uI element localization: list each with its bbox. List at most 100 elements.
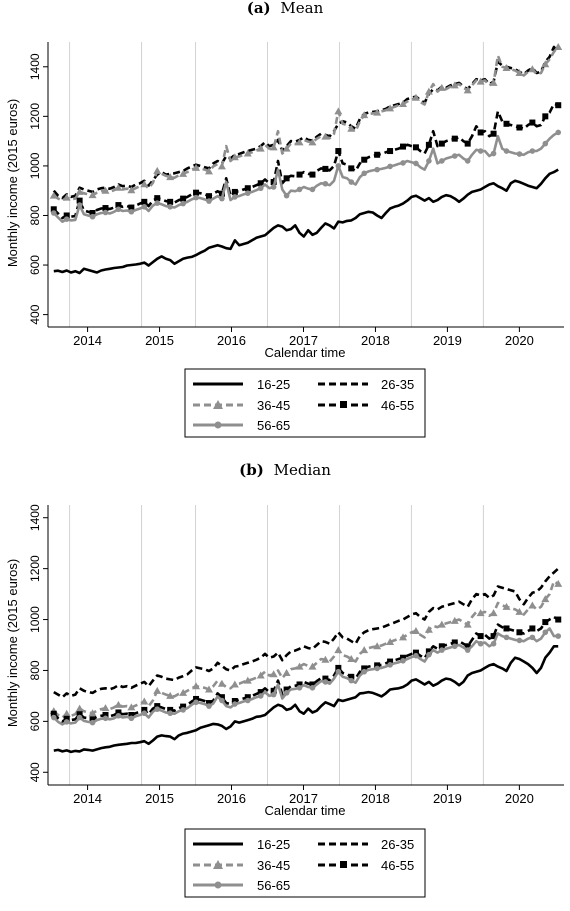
series-point-56-65 [426, 651, 432, 658]
series-point-46-55 [503, 120, 510, 127]
series-point-56-65 [154, 706, 161, 712]
series-point-46-55 [76, 197, 83, 204]
series-point-36-45 [347, 124, 356, 132]
series-point-36-45 [347, 655, 356, 662]
series-point-46-55 [555, 102, 562, 109]
series-point-36-45 [489, 609, 498, 617]
legend-marker-circle [214, 421, 222, 429]
series-line-46-55 [52, 615, 559, 723]
series-point-56-65 [50, 210, 57, 216]
series-point-36-45 [515, 68, 524, 76]
series-point-56-65 [503, 634, 510, 641]
series-point-56-65 [529, 634, 536, 641]
legend-item-16-25: 16-25 [193, 837, 290, 852]
panel-median-y-axis: 400 600 800 1000 1200 1400 [28, 504, 49, 785]
panel-mean-legend: 16-25 26-35 36-45 46-55 [184, 368, 426, 438]
y-tick-label: 1000 [28, 152, 42, 179]
series-point-46-55 [322, 165, 329, 172]
series-point-46-55 [89, 716, 96, 723]
series-point-56-65 [219, 697, 225, 704]
series-point-36-45 [153, 166, 162, 174]
series-point-46-55 [477, 129, 484, 136]
series-point-46-55 [296, 171, 303, 178]
series-point-36-45 [62, 193, 71, 201]
series-point-56-65 [141, 204, 148, 210]
series-point-36-45 [75, 187, 84, 195]
series-point-46-55 [63, 715, 70, 722]
y-tick-label: 1400 [28, 504, 42, 531]
series-point-36-45 [424, 87, 433, 95]
series-point-36-45 [476, 77, 485, 85]
series-point-56-65 [180, 707, 186, 713]
x-tick-label: 2016 [217, 791, 246, 806]
x-tick-label: 2019 [433, 333, 462, 348]
panel-mean-x-axis: 2014 2015 2016 2017 2018 2019 2020 [48, 326, 564, 348]
series-point-36-45 [386, 104, 395, 112]
x-tick-label: 2020 [505, 333, 534, 348]
series-line-36-45 [53, 46, 560, 202]
series-point-46-55 [167, 706, 174, 713]
series-point-46-55 [102, 205, 109, 212]
series-point-56-65 [516, 151, 523, 157]
series-point-56-65 [322, 679, 329, 685]
series-point-36-45 [114, 183, 123, 191]
series-point-46-55 [374, 662, 381, 669]
panel-median-legend: 16-25 26-35 36-45 46-55 [184, 828, 426, 898]
series-point-46-55 [516, 124, 523, 131]
series-point-46-55 [180, 195, 187, 202]
series-point-56-65 [102, 209, 109, 216]
series-point-36-45 [101, 704, 110, 712]
series-point-46-55 [50, 710, 57, 717]
legend-label-56-65: 56-65 [257, 418, 290, 433]
series-point-46-55 [490, 130, 497, 137]
series-point-56-65 [270, 184, 277, 190]
y-tick-label: 800 [28, 660, 42, 680]
series-point-36-45 [114, 700, 123, 708]
series-point-56-65 [102, 715, 109, 722]
series-point-36-45 [269, 143, 278, 151]
y-tick-label: 800 [28, 205, 42, 225]
series-point-56-65 [257, 185, 264, 192]
series-point-46-55 [464, 140, 471, 147]
legend-marker-circle [214, 881, 222, 889]
series-point-56-65 [374, 166, 380, 173]
panel-mean-plot-area [48, 42, 564, 327]
series-point-36-45 [502, 602, 511, 610]
series-point-56-65 [322, 180, 329, 187]
series-point-36-45 [321, 655, 330, 663]
series-point-36-45 [360, 646, 369, 654]
series-point-46-55 [425, 648, 432, 655]
series-point-56-65 [335, 668, 342, 675]
legend-label-36-45: 36-45 [257, 398, 290, 413]
series-point-56-65 [387, 163, 393, 170]
series-point-56-65 [193, 699, 199, 706]
series-point-36-45 [399, 99, 408, 107]
series-point-46-55 [141, 198, 148, 205]
legend-item-26-35: 26-35 [318, 837, 414, 852]
legend-marker-triangle [213, 860, 223, 869]
series-point-36-45 [450, 81, 459, 89]
series-point-56-65 [413, 652, 419, 659]
series-point-36-45 [476, 609, 485, 617]
legend-label-36-45: 36-45 [257, 858, 290, 873]
series-point-46-55 [335, 664, 342, 671]
legend-item-56-65: 56-65 [193, 418, 290, 433]
legend-marker-triangle [213, 400, 223, 409]
series-point-36-45 [295, 662, 304, 670]
series-point-36-45 [49, 191, 58, 199]
series-point-46-55 [270, 687, 277, 694]
legend-marker-square [340, 861, 347, 868]
series-point-46-55 [128, 712, 135, 718]
y-tick-label: 600 [28, 255, 42, 275]
series-point-46-55 [412, 144, 419, 151]
series-point-36-45 [88, 709, 97, 717]
series-point-36-45 [515, 607, 524, 615]
series-point-36-45 [411, 627, 420, 634]
series-point-56-65 [206, 703, 212, 709]
series-point-56-65 [89, 213, 96, 220]
series-point-46-55 [412, 649, 419, 656]
series-point-56-65 [464, 647, 471, 653]
series-point-46-55 [63, 212, 70, 219]
series-point-56-65 [128, 715, 135, 722]
